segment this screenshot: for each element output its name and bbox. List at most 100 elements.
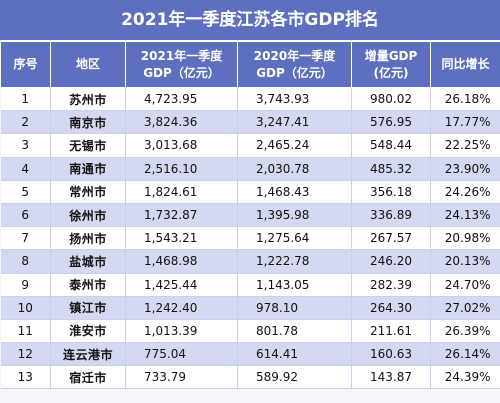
gdp-2021-cell: 1,013.39 [125, 319, 238, 344]
table-row: 6 徐州市 1,732.87 1,395.98 336.89 24.13% [0, 203, 500, 228]
header-row: 序号 地区 2021年一季度 GDP（亿元） 2020年一季度 GDP（亿元） … [0, 41, 500, 88]
increase-cell: 548.44 [351, 133, 431, 158]
city-cell: 连云港市 [50, 342, 126, 367]
gdp-2021-cell: 2,516.10 [125, 157, 238, 181]
increase-cell: 143.87 [351, 365, 431, 390]
header-growth: 同比增长 [430, 41, 500, 88]
gdp-2021-cell: 1,242.40 [125, 296, 238, 320]
gdp-2021-cell: 1,468.98 [125, 249, 238, 274]
rank-cell: 4 [0, 157, 51, 181]
gdp-2020-cell: 1,143.05 [237, 273, 352, 297]
rank-cell: 13 [0, 365, 51, 390]
increase-cell: 356.18 [351, 180, 431, 204]
city-cell: 盐城市 [50, 249, 126, 274]
increase-cell: 336.89 [351, 203, 431, 228]
increase-cell: 264.30 [351, 296, 431, 320]
rank-cell: 3 [0, 133, 51, 158]
rank-cell: 10 [0, 296, 51, 320]
table-row: 12 连云港市 775.04 614.41 160.63 26.14% [0, 342, 500, 367]
gdp-2020-cell: 3,247.41 [237, 110, 352, 135]
gdp-2020-cell: 1,468.43 [237, 180, 352, 204]
growth-cell: 24.13% [430, 203, 500, 228]
gdp-2020-cell: 589.92 [237, 365, 352, 390]
header-increase-line1: 增量GDP [364, 48, 418, 63]
increase-cell: 211.61 [351, 319, 431, 344]
table-row: 4 南通市 2,516.10 2,030.78 485.32 23.90% [0, 157, 500, 181]
city-cell: 无锡市 [50, 133, 126, 158]
gdp-2021-cell: 1,732.87 [125, 203, 238, 228]
table-body: 1 苏州市 4,723.95 3,743.93 980.02 26.18% 2 南京市 3,82… [0, 87, 500, 390]
rank-cell: 5 [0, 180, 51, 204]
header-gdp-2021-line2: GDP（亿元） [143, 65, 220, 80]
table-row: 3 无锡市 3,013.68 2,465.24 548.44 22.25% [0, 133, 500, 158]
rank-cell: 7 [0, 226, 51, 251]
rank-cell: 11 [0, 319, 51, 344]
growth-cell: 20.13% [430, 249, 500, 274]
city-cell: 徐州市 [50, 203, 126, 228]
increase-cell: 160.63 [351, 342, 431, 367]
table-header: 序号 地区 2021年一季度 GDP（亿元） 2020年一季度 GDP（亿元） … [0, 41, 500, 88]
gdp-2021-cell: 1,543.21 [125, 226, 238, 251]
growth-cell: 24.70% [430, 273, 500, 297]
growth-cell: 27.02% [430, 296, 500, 320]
gdp-2021-cell: 4,723.95 [125, 87, 238, 112]
header-region: 地区 [50, 41, 126, 88]
gdp-2021-cell: 1,824.61 [125, 180, 238, 204]
header-gdp-2020-line1: 2020年一季度 [253, 48, 336, 63]
growth-cell: 20.98% [430, 226, 500, 251]
gdp-2020-cell: 801.78 [237, 319, 352, 344]
gdp-2020-cell: 3,743.93 [237, 87, 352, 112]
table-title: 2021年一季度江苏各市GDP排名 [0, 0, 500, 41]
rank-cell: 1 [0, 87, 51, 112]
city-cell: 宿迁市 [50, 365, 126, 390]
gdp-2021-cell: 775.04 [125, 342, 238, 367]
increase-cell: 282.39 [351, 273, 431, 297]
growth-cell: 26.14% [430, 342, 500, 367]
header-gdp-2020-line2: GDP（亿元） [256, 65, 333, 80]
growth-cell: 22.25% [430, 133, 500, 158]
rank-cell: 6 [0, 203, 51, 228]
table-row: 5 常州市 1,824.61 1,468.43 356.18 24.26% [0, 180, 500, 204]
gdp-table: 序号 地区 2021年一季度 GDP（亿元） 2020年一季度 GDP（亿元） … [0, 41, 500, 390]
table-row: 1 苏州市 4,723.95 3,743.93 980.02 26.18% [0, 87, 500, 112]
header-gdp-2021-line1: 2021年一季度 [140, 48, 223, 63]
gdp-2020-cell: 1,395.98 [237, 203, 352, 228]
city-cell: 南京市 [50, 110, 126, 135]
header-increase-line2: (亿元) [373, 65, 409, 80]
table-row: 13 宿迁市 733.79 589.92 143.87 24.39% [0, 365, 500, 390]
header-increase: 增量GDP (亿元) [351, 41, 431, 88]
rank-cell: 8 [0, 249, 51, 274]
increase-cell: 576.95 [351, 110, 431, 135]
header-gdp-2021: 2021年一季度 GDP（亿元） [125, 41, 238, 88]
rank-cell: 9 [0, 273, 51, 297]
table-row: 9 泰州市 1,425.44 1,143.05 282.39 24.70% [0, 273, 500, 297]
increase-cell: 485.32 [351, 157, 431, 181]
gdp-2020-cell: 1,222.78 [237, 249, 352, 274]
gdp-2020-cell: 2,465.24 [237, 133, 352, 158]
gdp-2020-cell: 614.41 [237, 342, 352, 367]
rank-cell: 12 [0, 342, 51, 367]
header-rank: 序号 [0, 41, 51, 88]
table-row: 7 扬州市 1,543.21 1,275.64 267.57 20.98% [0, 226, 500, 251]
gdp-2020-cell: 978.10 [237, 296, 352, 320]
table-row: 10 镇江市 1,242.40 978.10 264.30 27.02% [0, 296, 500, 320]
gdp-2021-cell: 733.79 [125, 365, 238, 390]
city-cell: 淮安市 [50, 319, 126, 344]
table-row: 11 淮安市 1,013.39 801.78 211.61 26.39% [0, 319, 500, 344]
gdp-2021-cell: 1,425.44 [125, 273, 238, 297]
city-cell: 扬州市 [50, 226, 126, 251]
growth-cell: 17.77% [430, 110, 500, 135]
city-cell: 苏州市 [50, 87, 126, 112]
gdp-2021-cell: 3,013.68 [125, 133, 238, 158]
table-row: 2 南京市 3,824.36 3,247.41 576.95 17.77% [0, 110, 500, 135]
rank-cell: 2 [0, 110, 51, 135]
table-row: 8 盐城市 1,468.98 1,222.78 246.20 20.13% [0, 249, 500, 274]
gdp-2020-cell: 2,030.78 [237, 157, 352, 181]
growth-cell: 26.18% [430, 87, 500, 112]
increase-cell: 246.20 [351, 249, 431, 274]
increase-cell: 267.57 [351, 226, 431, 251]
city-cell: 泰州市 [50, 273, 126, 297]
growth-cell: 24.39% [430, 365, 500, 390]
growth-cell: 24.26% [430, 180, 500, 204]
